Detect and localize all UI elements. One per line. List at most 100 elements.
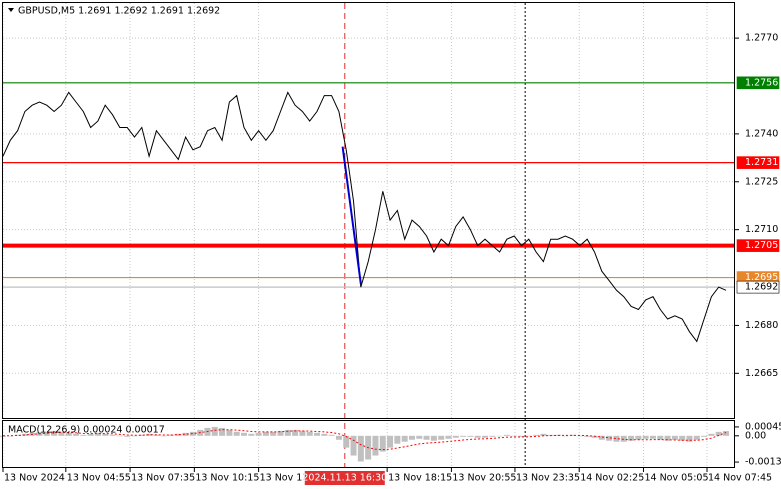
price-frame: [2, 2, 735, 419]
y-tick-label: 1.2770: [745, 33, 778, 44]
histogram-bar: [394, 435, 401, 444]
histogram-bar: [306, 431, 313, 436]
y-tick-label: 1.2710: [745, 224, 778, 235]
histogram-bar: [708, 433, 715, 436]
histogram-bar: [379, 435, 386, 452]
level-label: 1.2705: [745, 240, 778, 251]
histogram-bar: [182, 432, 189, 436]
histogram-bar: [606, 435, 613, 441]
x-tick-label: 14 Nov 07:45: [708, 473, 772, 484]
histogram-bar: [620, 435, 627, 442]
histogram-bar: [387, 435, 394, 448]
histogram-bar: [241, 432, 247, 436]
histogram-bar: [496, 435, 503, 437]
histogram-bar: [43, 431, 50, 436]
y-tick-label: 0.00: [745, 430, 766, 441]
histogram-bar: [715, 431, 722, 436]
histogram-bar: [211, 426, 218, 436]
y-tick-label: -0.00133: [745, 457, 781, 468]
x-tick-label: 13 Nov 2024: [4, 473, 65, 484]
x-highlight-label: 2024.11.13 16:30: [302, 473, 387, 484]
marks: [0, 3, 735, 468]
histogram-bar: [525, 435, 532, 437]
histogram-bar: [160, 435, 167, 437]
x-tick-label: 14 Nov 05:05: [644, 473, 708, 484]
histogram-bar: [540, 433, 547, 436]
histogram-bar: [87, 433, 94, 436]
histogram-bar: [350, 435, 357, 456]
histogram-bar: [482, 435, 488, 438]
histogram-bar: [693, 435, 700, 440]
histogram-bar: [460, 435, 467, 437]
histogram-bar: [7, 435, 14, 437]
trend-line: [341, 146, 362, 285]
x-tick-label: 13 Nov 23:35: [516, 473, 580, 484]
y-tick-label: 1.2740: [745, 128, 778, 139]
histogram-bar: [357, 435, 364, 462]
histogram-bar: [146, 433, 153, 436]
histogram-bar: [423, 435, 430, 440]
histogram-bar: [649, 435, 656, 439]
histogram-bar: [292, 429, 299, 436]
histogram-bar: [233, 431, 240, 436]
histogram-bar: [262, 431, 269, 436]
histogram-bar: [58, 431, 65, 436]
histogram-bar: [642, 435, 649, 439]
histogram-bar: [124, 435, 131, 437]
histogram-bar: [314, 432, 321, 436]
histogram-bar: [65, 432, 72, 436]
histogram-bar: [343, 435, 350, 448]
histogram-bar: [219, 427, 226, 436]
macd-frame: [2, 420, 735, 468]
histogram-bar: [248, 433, 255, 436]
histogram-bar: [438, 435, 445, 440]
histogram-bar: [628, 435, 635, 441]
histogram-bar: [321, 433, 328, 436]
histogram-bar: [102, 433, 109, 436]
grid: [2, 3, 739, 472]
macd-title: MACD(12,26,9) 0.00024 0.00017: [8, 425, 165, 436]
x-tick-label: 13 Nov 12:: [260, 473, 312, 484]
histogram-bar: [452, 435, 459, 438]
histogram-bar: [635, 435, 642, 440]
chart-title: GBPUSD,M5 1.2691 1.2692 1.2691 1.2692: [18, 6, 220, 17]
histogram-bar: [109, 434, 116, 436]
histogram-bar: [474, 435, 481, 438]
histogram-bar: [51, 430, 58, 436]
symbol-icon: [8, 8, 14, 12]
histogram-bar: [467, 435, 474, 437]
histogram-bar: [518, 435, 525, 437]
histogram-bar: [255, 432, 262, 436]
histogram-bar: [116, 435, 123, 437]
price-line: [2, 91, 727, 343]
histogram-bar: [598, 435, 605, 440]
y-tick-label: 1.2680: [745, 320, 778, 331]
y-tick-label: 1.2665: [745, 368, 778, 379]
x-label-box: [304, 471, 385, 485]
histogram-bar: [153, 434, 160, 436]
histogram-bar: [430, 435, 437, 441]
histogram-bar: [94, 432, 101, 436]
x-tick-label: 13 Nov 18:15: [388, 473, 452, 484]
labels: 1.2770 1.2740 1.2725 1.2710 1.2680 1.2665 0.00…: [4, 33, 781, 485]
histogram-bar: [489, 435, 496, 437]
level-label-box: [736, 156, 780, 169]
histogram-bar: [584, 435, 591, 437]
histogram-bar: [73, 433, 80, 436]
level-label-box: [736, 239, 780, 252]
histogram-bar: [723, 431, 729, 436]
x-tick-label: 13 Nov 20:55: [452, 473, 516, 484]
y-tick-label: 0.00045: [745, 421, 781, 432]
signal-line: [3, 429, 727, 451]
histogram-bar: [511, 435, 518, 437]
histogram-bar: [14, 434, 21, 436]
y-tick-label: 1.2725: [745, 176, 778, 187]
level-label: 1.2695: [745, 272, 778, 283]
histogram-bar: [416, 435, 423, 439]
histogram-bar: [576, 435, 583, 437]
histogram-bar: [569, 434, 576, 436]
x-tick-label: 14 Nov 02:25: [580, 473, 644, 484]
histogram-bar: [189, 431, 196, 436]
histogram-bar: [131, 435, 138, 437]
histogram-bar: [613, 435, 620, 442]
